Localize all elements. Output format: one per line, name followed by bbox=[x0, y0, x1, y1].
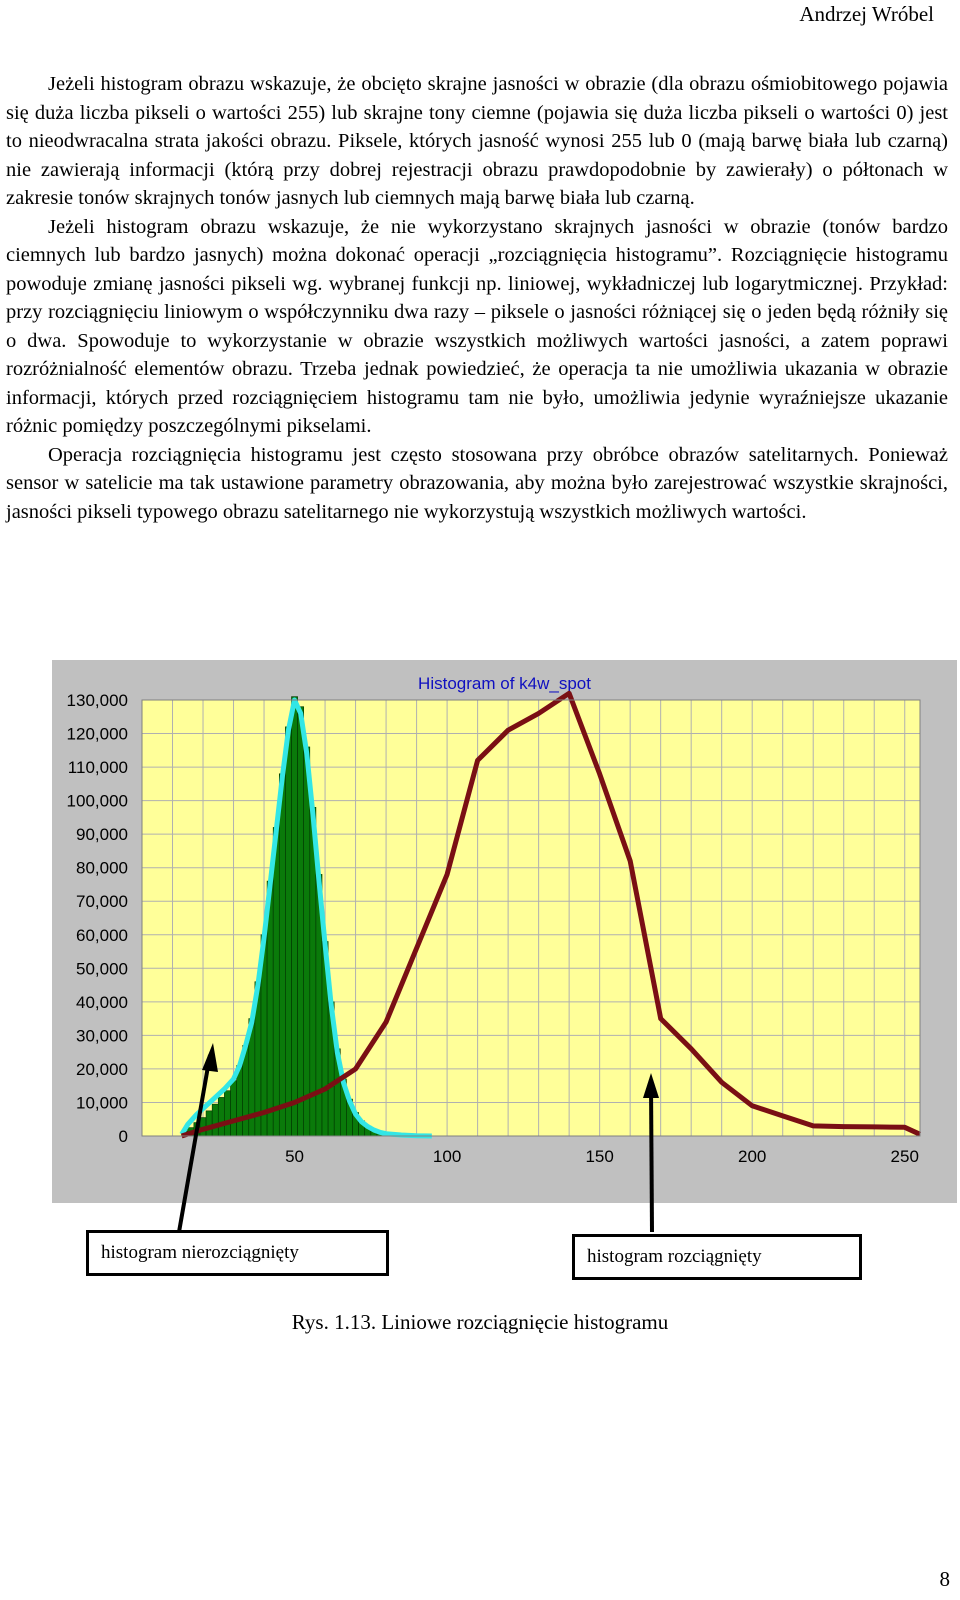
histogram-bar bbox=[230, 1080, 237, 1137]
y-tick-label: 20,000 bbox=[76, 1060, 128, 1079]
chart-title: Histogram of k4w_spot bbox=[418, 674, 591, 693]
histogram-figure: Histogram of k4w_spot 0 10,000 20,000 30,00… bbox=[52, 660, 957, 1203]
histogram-bar bbox=[205, 1110, 213, 1137]
x-tick-label: 50 bbox=[285, 1147, 304, 1166]
y-tick-label: 120,000 bbox=[67, 725, 128, 744]
x-tick-label: 200 bbox=[738, 1147, 766, 1166]
x-tick-label: 150 bbox=[585, 1147, 613, 1166]
histogram-bar bbox=[297, 706, 305, 1137]
y-tick-label: 60,000 bbox=[76, 926, 128, 945]
histogram-bar bbox=[278, 773, 286, 1137]
histogram-bar bbox=[303, 746, 311, 1137]
paragraph-3: Operacja rozciągnięcia histogramu jest c… bbox=[6, 443, 948, 523]
paragraph-2: Jeżeli histogram obrazu wskazuje, że nie… bbox=[6, 215, 948, 438]
x-tick-label: 250 bbox=[891, 1147, 919, 1166]
y-tick-label: 130,000 bbox=[67, 691, 128, 710]
histogram-bar bbox=[291, 696, 298, 1137]
y-tick-label: 70,000 bbox=[76, 892, 128, 911]
paragraph-1: Jeżeli histogram obrazu wskazuje, że obc… bbox=[6, 73, 948, 209]
callout-label-right: histogram rozciągnięty bbox=[572, 1234, 862, 1280]
callout-label-left: histogram nierozciągnięty bbox=[86, 1230, 389, 1276]
y-tick-label: 110,000 bbox=[68, 758, 128, 777]
page-header-author: Andrzej Wróbel bbox=[799, 2, 934, 26]
histogram-chart: 0 10,000 20,000 30,000 40,000 50,000 60,000 70,… bbox=[67, 690, 922, 1166]
figure-caption: Rys. 1.13. Liniowe rozciągnięcie histogr… bbox=[291, 1310, 669, 1334]
y-tick-label: 50,000 bbox=[76, 959, 128, 978]
histogram-bar bbox=[224, 1090, 231, 1137]
body-text: Jeżeli histogram obrazu wskazuje, że obc… bbox=[6, 70, 948, 526]
x-tick-label: 100 bbox=[433, 1147, 461, 1166]
y-tick-label: 30,000 bbox=[76, 1026, 128, 1045]
page-number: 8 bbox=[939, 1567, 951, 1591]
y-tick-label: 10,000 bbox=[76, 1093, 128, 1112]
y-tick-label: 90,000 bbox=[76, 825, 128, 844]
histogram-bar bbox=[285, 726, 292, 1137]
plot-frame bbox=[141, 699, 921, 1137]
original-histogram-line bbox=[179, 697, 432, 1139]
y-tick-label: 80,000 bbox=[76, 859, 128, 878]
histogram-bar bbox=[217, 1097, 225, 1137]
y-tick-label: 100,000 bbox=[67, 792, 128, 811]
histogram-bar bbox=[272, 827, 280, 1137]
stretched-histogram-line bbox=[180, 690, 922, 1139]
y-tick-label: 0 bbox=[119, 1127, 128, 1146]
histogram-bar bbox=[211, 1103, 219, 1137]
y-tick-label: 40,000 bbox=[76, 993, 128, 1012]
